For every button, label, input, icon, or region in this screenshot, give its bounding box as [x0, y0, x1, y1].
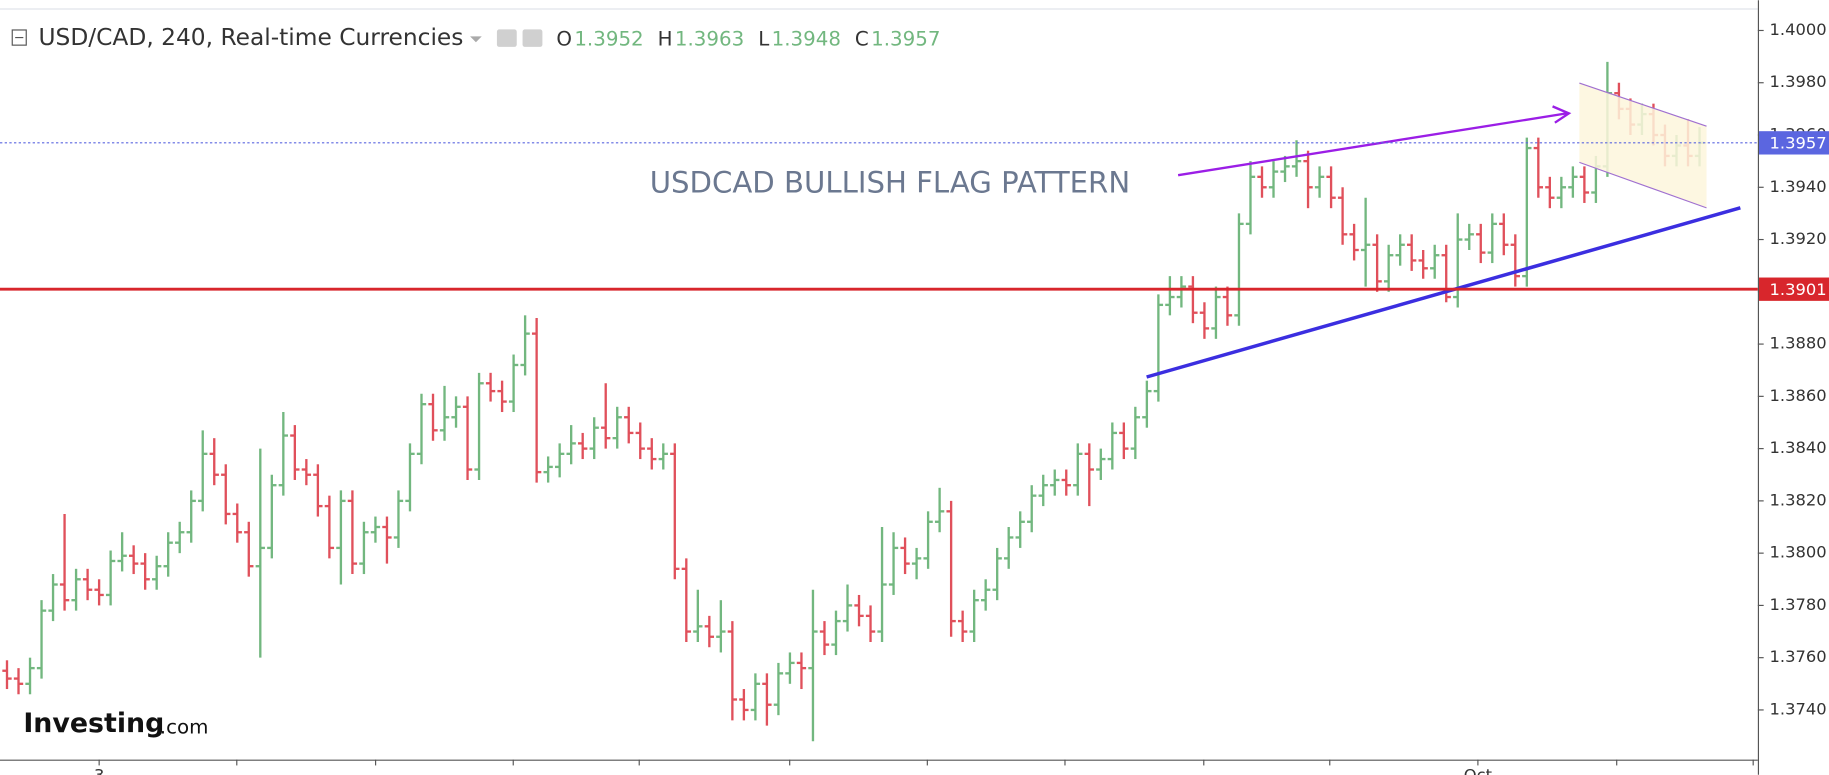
y-tick-label: 1.3820 — [1770, 490, 1827, 509]
y-tick-label: 1.4000 — [1770, 20, 1827, 39]
collapse-button[interactable] — [11, 29, 27, 46]
arrow-head — [1552, 105, 1572, 124]
legend-value: 1.3957 — [871, 27, 940, 50]
y-tick-label: 1.3860 — [1770, 386, 1827, 405]
visibility-button[interactable] — [496, 29, 517, 47]
y-tick-label: 1.3780 — [1770, 595, 1827, 614]
y-tick-label: 1.3880 — [1770, 334, 1827, 353]
legend-key: O — [556, 27, 572, 50]
y-tick-label: 1.3920 — [1770, 229, 1827, 248]
y-tick-label: 1.3740 — [1770, 699, 1827, 718]
symbol-dropdown[interactable] — [470, 36, 482, 43]
price-tag-label: 1.3957 — [1770, 134, 1827, 153]
flag-area — [1579, 83, 1707, 208]
y-tick-label: 1.3760 — [1770, 647, 1827, 666]
legend-value: 1.3963 — [675, 27, 744, 50]
x-tick-label: Oct — [1464, 765, 1493, 775]
y-tick-label: 1.3840 — [1770, 438, 1827, 457]
logo-name: Investing — [23, 708, 164, 739]
flag-upper-line — [1579, 82, 1707, 127]
legend-key: L — [758, 27, 769, 50]
logo-suffix: .com — [160, 716, 209, 739]
annotation: USDCAD BULLISH FLAG PATTERN — [650, 166, 1130, 200]
legend-value: 1.3948 — [772, 27, 841, 50]
flag-lower-line — [1579, 161, 1707, 209]
y-tick-label: 1.3940 — [1770, 177, 1827, 196]
time-axis-ticks — [98, 759, 1754, 766]
legend-value: 1.3952 — [574, 27, 643, 50]
legend-key: C — [855, 27, 869, 50]
ohlc-legend: O 1.3952 H 1.3963 L 1.3948 C 1.3957 — [556, 27, 940, 50]
legend-key: H — [658, 27, 673, 50]
pole-arrow — [1177, 112, 1567, 177]
trendline — [1146, 206, 1741, 379]
settings-button[interactable] — [522, 29, 543, 47]
x-tick-label: 3 — [94, 765, 104, 775]
y-tick-label: 1.3800 — [1770, 543, 1827, 562]
price-tag — [1759, 277, 1829, 301]
price-tag-label: 1.3901 — [1770, 280, 1827, 299]
symbol-title: USD/CAD, 240, Real-time Currencies — [38, 24, 463, 51]
price-tag — [1759, 131, 1829, 155]
y-tick-label: 1.3980 — [1770, 72, 1827, 91]
